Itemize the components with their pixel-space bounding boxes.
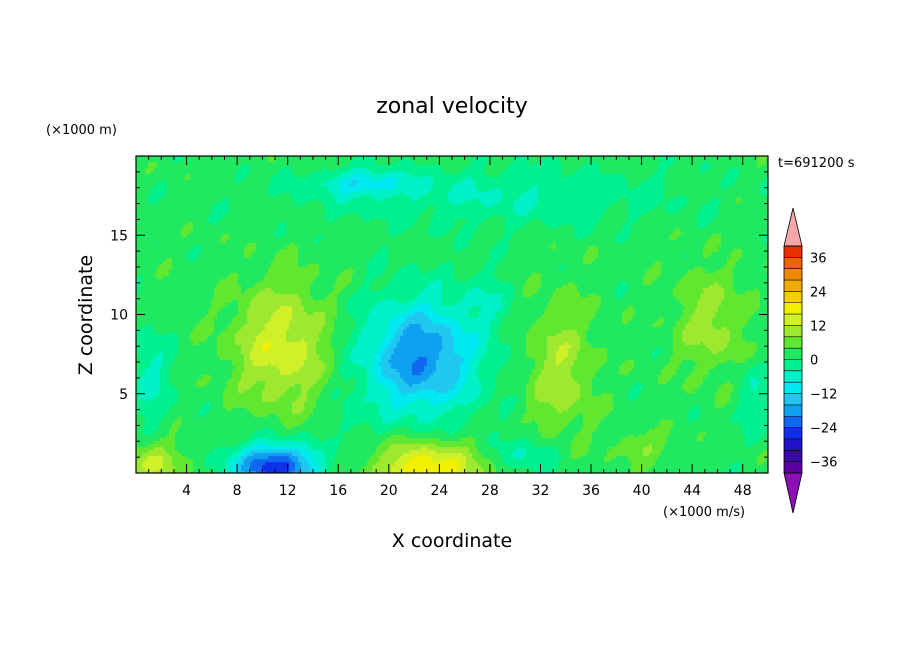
- colorbar-band: [784, 359, 802, 372]
- colorbar-tick-label: −12: [810, 388, 837, 403]
- x-axis: 4 8 12 16 20 24 28 32 36 40 44 48: [148, 156, 756, 499]
- colorbar-band: [784, 325, 802, 338]
- colorbar-tick-label: 0: [810, 354, 818, 369]
- colorbar-band: [784, 291, 802, 304]
- y-unit-label: (×1000 m): [46, 123, 117, 138]
- colorbar: 36 24 12 0 −12 −24 −36: [783, 207, 837, 514]
- colorbar-tick-label: 24: [810, 285, 827, 300]
- x-tick-label: 24: [430, 483, 448, 499]
- y-axis-label: Z coordinate: [75, 255, 97, 375]
- x-tick-label: 32: [532, 483, 550, 499]
- colorbar-band: [784, 450, 802, 462]
- colorbar-band: [784, 461, 802, 474]
- colorbar-tick-label: −24: [810, 422, 837, 437]
- colorbar-band: [784, 404, 802, 417]
- colorbar-tick-label: 36: [810, 251, 827, 266]
- colorbar-band: [784, 246, 802, 258]
- x-tick-label: 36: [582, 483, 600, 499]
- time-label: t=691200 s: [778, 156, 855, 171]
- x-tick-label: 28: [481, 483, 499, 499]
- colorbar-tick-label: 12: [810, 319, 827, 334]
- colorbar-band: [784, 280, 802, 292]
- contour-field: [136, 156, 768, 473]
- x-tick-label: 44: [683, 483, 701, 499]
- colorbar-band: [784, 427, 802, 440]
- y-tick-label: 15: [110, 228, 128, 244]
- colorbar-band: [784, 382, 802, 394]
- y-tick-label: 5: [119, 387, 128, 403]
- colorbar-band: [784, 370, 802, 383]
- colorbar-band: [784, 416, 802, 428]
- colorbar-band: [784, 257, 802, 269]
- x-tick-label: 12: [279, 483, 297, 499]
- x-tick-label: 48: [734, 483, 752, 499]
- chart-title: zonal velocity: [376, 94, 528, 119]
- contour-fill: [136, 156, 768, 473]
- y-tick-label: 10: [110, 308, 128, 324]
- x-tick-label: 20: [380, 483, 398, 499]
- x-tick-label: 8: [233, 483, 242, 499]
- x-tick-label: 40: [633, 483, 651, 499]
- colorbar-band: [784, 268, 802, 281]
- colorbar-band: [784, 438, 802, 451]
- colorbar-band: [784, 336, 802, 349]
- x-unit-label: (×1000 m/s): [663, 505, 745, 520]
- colorbar-band: [784, 302, 802, 315]
- y-axis: 5 10 15: [110, 171, 768, 458]
- colorbar-tick-label: −36: [810, 456, 837, 471]
- colorbar-band: [784, 314, 802, 326]
- colorbar-band: [784, 393, 802, 406]
- colorbar-band: [784, 348, 802, 360]
- x-axis-label: X coordinate: [392, 530, 512, 552]
- x-tick-label: 16: [329, 483, 347, 499]
- x-tick-label: 4: [182, 483, 191, 499]
